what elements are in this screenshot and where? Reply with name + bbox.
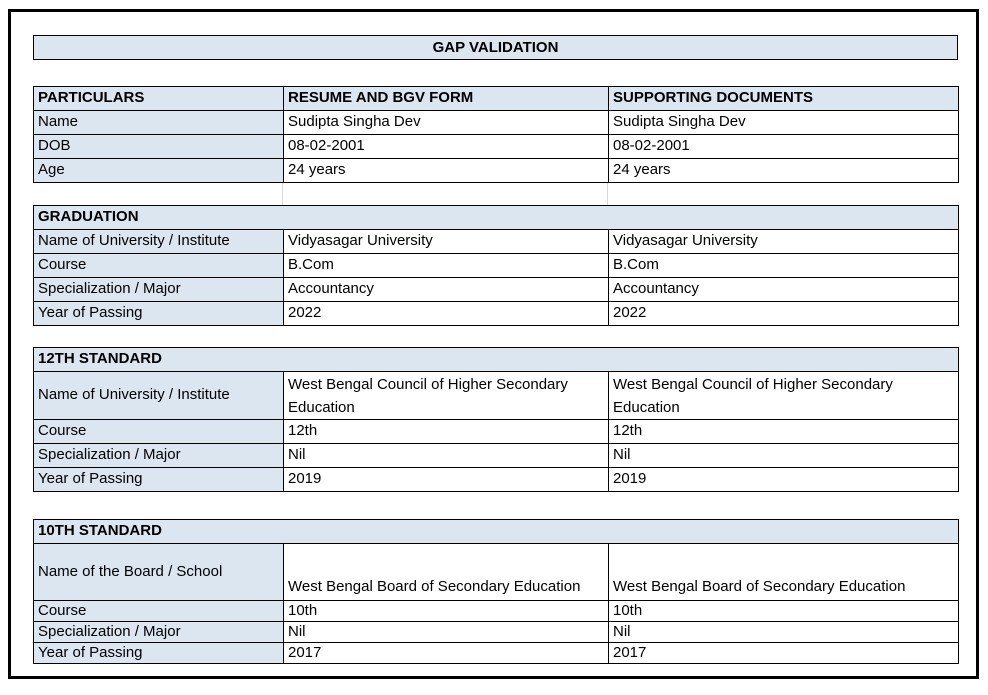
section-table-graduation: GRADUATION Name of University / Institut…	[32, 205, 960, 326]
supporting-value-cell: 08-02-2001	[608, 134, 959, 159]
row-label-cell: Name	[33, 110, 284, 135]
table-row-specialization: Specialization / Major Nil Nil	[33, 443, 959, 468]
row-label-cell: Specialization / Major	[33, 277, 284, 302]
supporting-value-cell: 24 years	[608, 158, 959, 183]
section-header-row: GRADUATION	[32, 205, 960, 230]
table-row-board-school: Name of the Board / School West Bengal B…	[33, 543, 959, 601]
resume-value-cell: Sudipta Singha Dev	[283, 110, 609, 135]
section-header-row: 10TH STANDARD	[33, 519, 959, 544]
resume-value-cell: Vidyasagar University	[283, 229, 609, 254]
table-row-university: Name of University / Institute West Beng…	[33, 371, 959, 420]
table-row-university: Name of University / Institute Vidyasaga…	[33, 229, 960, 254]
row-label-cell: Name of University / Institute	[33, 229, 284, 254]
section-title-12th-standard: 12TH STANDARD	[33, 347, 959, 372]
page-outer-frame: GAP VALIDATION PARTICULARS RESUME AND BG…	[8, 9, 979, 679]
row-label-cell: Name of the Board / School	[33, 543, 284, 601]
table-row-course: Course 10th 10th	[33, 600, 959, 622]
row-label-cell: Course	[33, 253, 284, 278]
supporting-value-cell: Accountancy	[607, 277, 960, 302]
row-label-cell: Specialization / Major	[33, 621, 284, 643]
resume-value-cell: 12th	[283, 419, 609, 444]
resume-value-cell: West Bengal Board of Secondary Education	[283, 543, 609, 601]
column-header-supporting-docs: SUPPORTING DOCUMENTS	[608, 86, 959, 111]
row-label-cell: Year of Passing	[33, 467, 284, 492]
section-title-10th-standard: 10TH STANDARD	[33, 519, 959, 544]
resume-value-cell: 2022	[283, 301, 609, 326]
supporting-value-cell: 2017	[608, 642, 959, 664]
row-label-cell: Specialization / Major	[33, 443, 284, 468]
resume-value-cell: B.Com	[283, 253, 609, 278]
excel-gridline	[607, 183, 608, 205]
resume-value-cell: Nil	[283, 443, 609, 468]
table-row-specialization: Specialization / Major Nil Nil	[33, 621, 959, 643]
table-row-year-of-passing: Year of Passing 2022 2022	[33, 301, 960, 326]
row-label-cell: Year of Passing	[33, 301, 284, 326]
excel-gridline	[282, 183, 283, 205]
supporting-value-cell: Sudipta Singha Dev	[608, 110, 959, 135]
table-row-specialization: Specialization / Major Accountancy Accou…	[33, 277, 960, 302]
table-row-name: Name Sudipta Singha Dev Sudipta Singha D…	[33, 110, 959, 135]
table-row-dob: DOB 08-02-2001 08-02-2001	[33, 134, 959, 159]
supporting-value-cell: Nil	[608, 443, 959, 468]
supporting-value-cell: 12th	[608, 419, 959, 444]
row-label-cell: Course	[33, 419, 284, 444]
column-header-resume-bgv: RESUME AND BGV FORM	[283, 86, 609, 111]
section-table-12th-standard: 12TH STANDARD Name of University / Insti…	[33, 347, 959, 492]
resume-value-cell: 08-02-2001	[283, 134, 609, 159]
table-row-year-of-passing: Year of Passing 2017 2017	[33, 642, 959, 664]
resume-value-cell: 2019	[283, 467, 609, 492]
page-content: GAP VALIDATION PARTICULARS RESUME AND BG…	[32, 35, 960, 664]
particulars-table: PARTICULARS RESUME AND BGV FORM SUPPORTI…	[33, 86, 959, 183]
section-title-graduation: GRADUATION	[32, 205, 960, 230]
page-title: GAP VALIDATION	[432, 39, 559, 56]
document-title-bar: GAP VALIDATION	[33, 35, 958, 60]
row-label-cell: Year of Passing	[33, 642, 284, 664]
row-label-cell: Age	[33, 158, 284, 183]
supporting-value-cell: Vidyasagar University	[607, 229, 960, 254]
resume-value-cell: 2017	[283, 642, 609, 664]
row-label-cell: Course	[33, 600, 284, 622]
supporting-value-cell: West Bengal Board of Secondary Education	[608, 543, 959, 601]
section-header-row: 12TH STANDARD	[33, 347, 959, 372]
table-row-year-of-passing: Year of Passing 2019 2019	[33, 467, 959, 492]
row-label-cell: DOB	[33, 134, 284, 159]
supporting-value-cell: 2022	[607, 301, 960, 326]
supporting-value-cell: 2019	[608, 467, 959, 492]
gridline-gap	[33, 183, 958, 205]
resume-value-cell: Nil	[283, 621, 609, 643]
table-row-age: Age 24 years 24 years	[33, 158, 959, 183]
column-header-particulars: PARTICULARS	[33, 86, 284, 111]
resume-value-cell: West Bengal Council of Higher Secondary …	[283, 371, 609, 420]
section-table-10th-standard: 10TH STANDARD Name of the Board / School…	[33, 519, 959, 664]
particulars-header-row: PARTICULARS RESUME AND BGV FORM SUPPORTI…	[33, 86, 959, 111]
supporting-value-cell: 10th	[608, 600, 959, 622]
supporting-value-cell: Nil	[608, 621, 959, 643]
supporting-value-cell: B.Com	[607, 253, 960, 278]
table-row-course: Course 12th 12th	[33, 419, 959, 444]
resume-value-cell: 10th	[283, 600, 609, 622]
table-row-course: Course B.Com B.Com	[33, 253, 960, 278]
resume-value-cell: Accountancy	[283, 277, 609, 302]
resume-value-cell: 24 years	[283, 158, 609, 183]
row-label-cell: Name of University / Institute	[33, 371, 284, 420]
supporting-value-cell: West Bengal Council of Higher Secondary …	[608, 371, 959, 420]
